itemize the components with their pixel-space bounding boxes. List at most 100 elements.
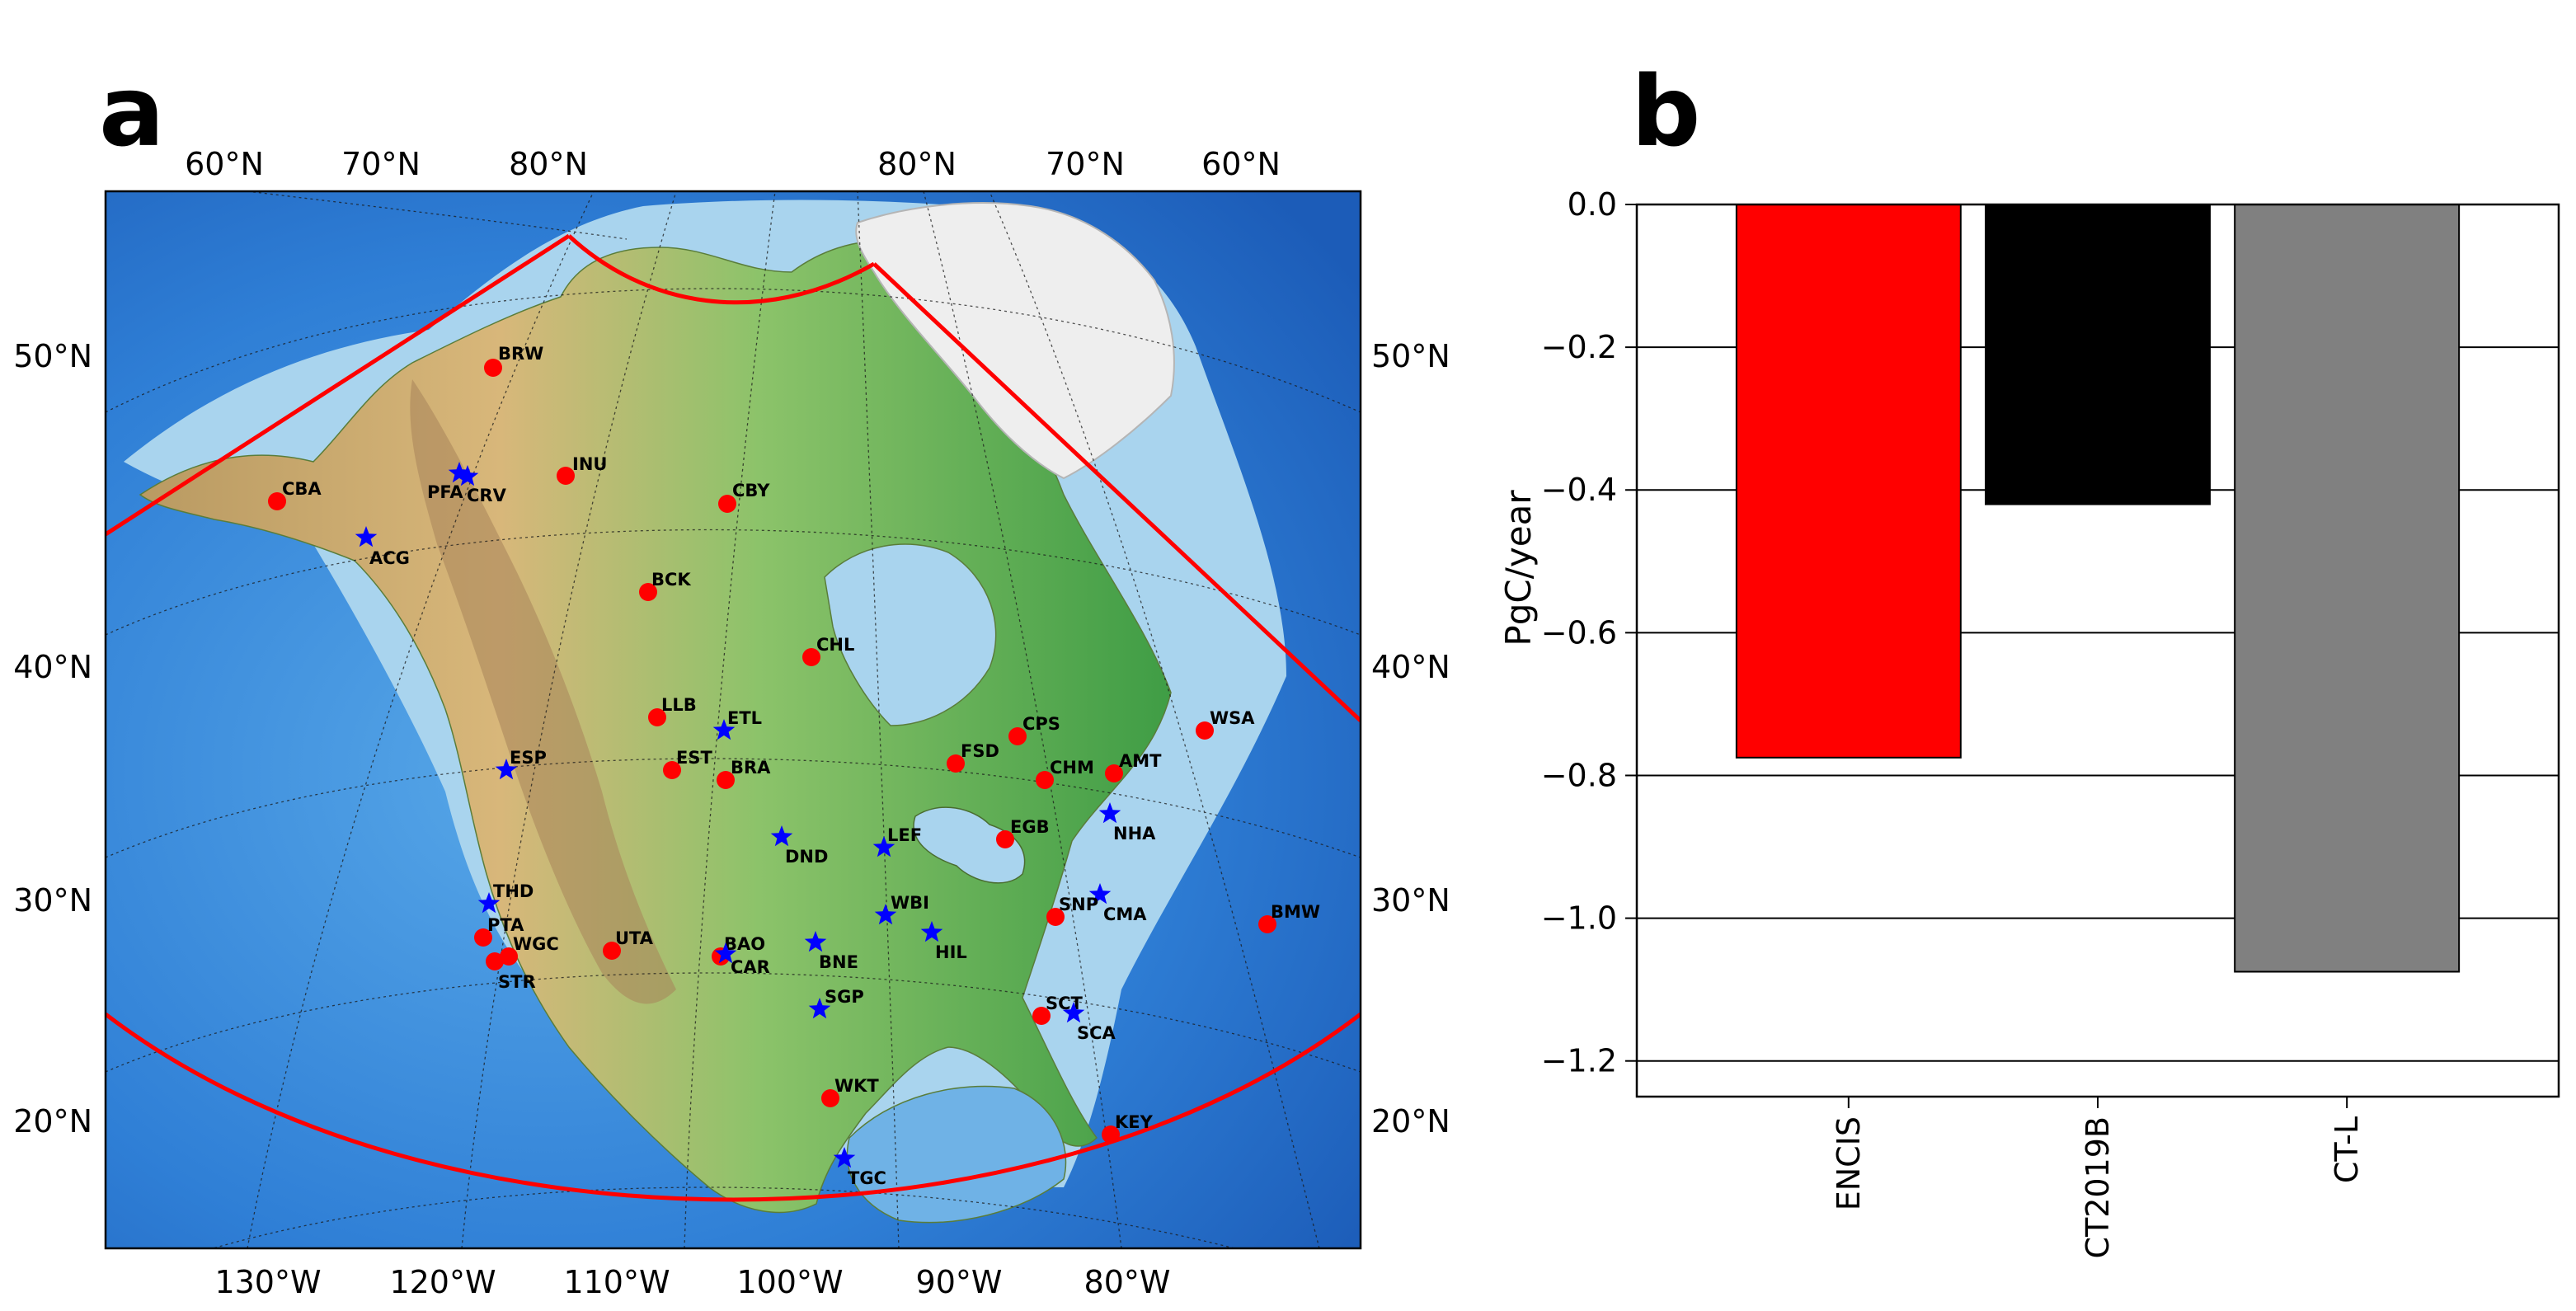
x-tick-label: CT-L xyxy=(2329,1116,2365,1183)
site-marker-brw xyxy=(484,359,502,377)
site-label-car: CAR xyxy=(731,957,770,977)
bar-encis xyxy=(1735,204,1962,759)
site-marker-car xyxy=(714,942,737,964)
y-tick-label: 0.0 xyxy=(1568,186,1617,223)
lat-label-left: 50°N xyxy=(13,338,92,374)
y-tick-label: −0.6 xyxy=(1541,614,1617,651)
site-marker-lef xyxy=(872,836,895,858)
site-marker-thd xyxy=(477,892,501,914)
site-marker-fsd xyxy=(947,754,965,773)
great-lakes xyxy=(913,806,1026,884)
sites-layer: BRW INU CBY CBA PFA CRV ACG BCK CHL LLB ETL ESP EST B… xyxy=(268,344,1320,1188)
x-tick-label: CT2019B xyxy=(2080,1116,2116,1259)
bar-chart: ENCIS CT2019B CT-L 0.0 −0.2 −0.4 −0.6 −0.8 −1.0 −… xyxy=(1498,186,2560,1259)
site-label-wgc: WGC xyxy=(513,934,559,954)
site-label-bne: BNE xyxy=(819,952,858,972)
site-label-chm: CHM xyxy=(1050,758,1094,778)
site-label-pfa: PFA xyxy=(427,482,463,502)
site-label-sgp: SGP xyxy=(825,987,864,1007)
site-label-egb: EGB xyxy=(1010,817,1050,837)
lat-label-left: 40°N xyxy=(13,649,92,685)
panel-b-letter: b xyxy=(1631,54,1700,168)
lat-label-right: 30°N xyxy=(1371,882,1450,919)
site-marker-chl xyxy=(802,648,820,666)
site-marker-key xyxy=(1102,1125,1120,1144)
top-lat-label: 70°N xyxy=(1046,146,1125,182)
site-marker-wkt xyxy=(821,1089,839,1107)
lon-label-bottom: 130°W xyxy=(214,1264,321,1300)
site-marker-nha xyxy=(1098,802,1121,824)
site-marker-uta xyxy=(603,942,621,960)
site-label-pta: PTA xyxy=(487,915,524,935)
site-marker-cps xyxy=(1008,727,1027,745)
top-lat-label: 70°N xyxy=(341,146,421,182)
graticule xyxy=(106,191,1361,1248)
site-marker-cma xyxy=(1088,883,1112,905)
x-tick-label: ENCIS xyxy=(1831,1116,1867,1210)
site-label-cby: CBY xyxy=(732,481,770,500)
top-lat-label: 80°N xyxy=(877,146,957,182)
site-marker-llb xyxy=(648,708,666,726)
site-label-nha: NHA xyxy=(1113,824,1156,843)
site-marker-bne xyxy=(804,931,827,952)
site-marker-chm xyxy=(1036,771,1054,789)
y-tick-label: −0.8 xyxy=(1541,757,1617,793)
site-marker-bmw xyxy=(1258,915,1276,933)
site-label-cps: CPS xyxy=(1022,714,1060,734)
site-marker-egb xyxy=(996,830,1014,848)
site-marker-pta xyxy=(474,928,492,947)
site-marker-pfa xyxy=(448,462,471,483)
lon-label-bottom: 90°W xyxy=(916,1264,1003,1300)
map-area: BRW INU CBY CBA PFA CRV ACG BCK CHL LLB ETL ESP EST B… xyxy=(106,191,1361,1248)
map-tick-labels: 60°N 70°N 80°N 80°N 70°N 60°N 50°N 40°N 30… xyxy=(13,146,1450,1300)
site-marker-sct xyxy=(1032,1007,1051,1025)
site-label-fsd: FSD xyxy=(961,741,999,761)
lat-label-right: 20°N xyxy=(1371,1103,1450,1139)
site-label-llb: LLB xyxy=(661,695,697,715)
site-label-acg: ACG xyxy=(369,548,410,568)
lon-label-bottom: 120°W xyxy=(389,1264,496,1300)
site-label-etl: ETL xyxy=(727,708,762,728)
site-marker-inu xyxy=(557,467,575,485)
site-marker-esp xyxy=(495,759,518,780)
site-label-bmw: BMW xyxy=(1271,902,1320,922)
site-marker-sgp xyxy=(808,998,831,1019)
site-marker-cba xyxy=(268,492,286,510)
lat-label-right: 40°N xyxy=(1371,649,1450,685)
site-label-bck: BCK xyxy=(651,570,691,590)
site-marker-wgc xyxy=(500,947,518,966)
site-label-amt: AMT xyxy=(1119,751,1162,771)
site-marker-dnd xyxy=(770,825,793,847)
lat-label-left: 30°N xyxy=(13,882,92,919)
site-label-wsa: WSA xyxy=(1210,708,1255,728)
site-marker-sca xyxy=(1062,1002,1085,1023)
site-label-tgc: TGC xyxy=(848,1168,886,1188)
north-america-land xyxy=(139,240,1172,1214)
lat-label-right: 50°N xyxy=(1371,338,1450,374)
bar-ct-l xyxy=(2234,204,2461,973)
top-lat-label: 60°N xyxy=(185,146,264,182)
map-frame xyxy=(104,190,1362,1250)
hudson-bay xyxy=(824,543,997,726)
bar-ct2019b xyxy=(1985,204,2211,505)
y-tick-label: −1.2 xyxy=(1541,1043,1617,1079)
site-label-hil: HIL xyxy=(935,942,967,962)
site-label-esp: ESP xyxy=(510,748,547,768)
site-label-cba: CBA xyxy=(282,479,322,499)
lon-label-bottom: 110°W xyxy=(563,1264,670,1300)
site-label-sca: SCA xyxy=(1077,1023,1116,1043)
site-label-cma: CMA xyxy=(1103,905,1147,924)
axes-frame xyxy=(1635,203,2560,1098)
top-lat-label: 80°N xyxy=(509,146,588,182)
site-label-bra: BRA xyxy=(731,758,771,778)
lat-label-left: 20°N xyxy=(13,1103,92,1139)
site-marker-bra xyxy=(717,771,735,789)
domain-boundary xyxy=(106,233,1361,1202)
site-label-lef: LEF xyxy=(887,825,922,845)
site-label-chl: CHL xyxy=(816,635,854,655)
site-marker-est xyxy=(663,761,681,779)
site-label-uta: UTA xyxy=(615,928,654,948)
site-marker-crv xyxy=(456,465,479,486)
rocky-mountains xyxy=(410,379,676,1004)
